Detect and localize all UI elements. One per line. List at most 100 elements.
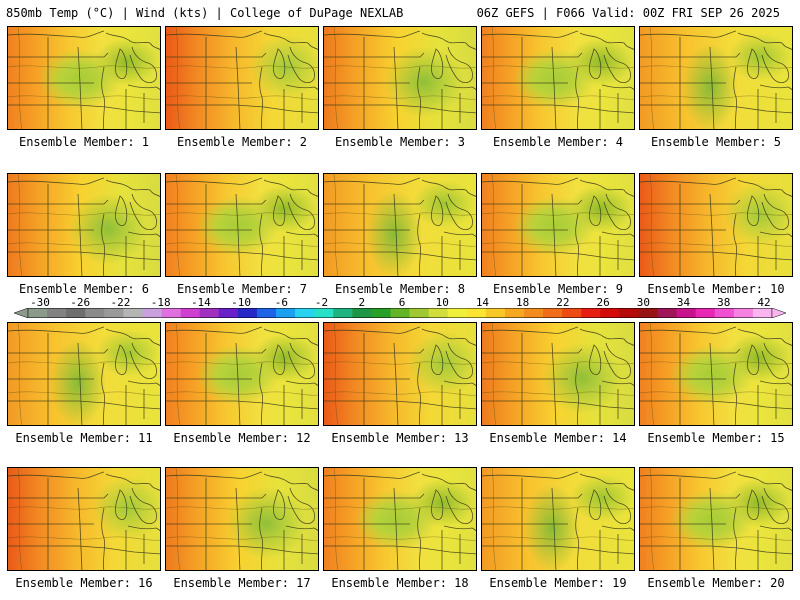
basemap-lines <box>324 174 476 276</box>
ensemble-member-label: Ensemble Member: 14 <box>489 431 627 445</box>
basemap-lines <box>324 468 476 570</box>
colorbar-segment <box>276 308 296 318</box>
colorbar-segment <box>295 308 315 318</box>
colorbar-segment <box>447 308 468 318</box>
colorbar-segment <box>180 308 201 318</box>
ensemble-member-label: Ensemble Member: 1 <box>18 135 150 149</box>
ensemble-member-map <box>165 467 319 571</box>
colorbar-tick-label: 30 <box>636 296 650 309</box>
ensemble-member-map <box>481 322 635 426</box>
colorbar-segment <box>485 308 506 318</box>
ensemble-member-map <box>7 26 161 130</box>
colorbar-tick-label: -30 <box>30 296 50 309</box>
basemap-lines <box>482 174 634 276</box>
colorbar-segment <box>123 308 143 318</box>
basemap-lines <box>640 174 792 276</box>
ensemble-member-label: Ensemble Member: 7 <box>176 282 308 296</box>
ensemble-member-map <box>639 322 793 426</box>
ensemble-member-map <box>7 467 161 571</box>
temperature-colorbar <box>14 308 786 318</box>
colorbar-segment <box>161 308 182 318</box>
colorbar-segment <box>390 308 411 318</box>
colorbar-segment <box>352 308 372 318</box>
run-valid-time: 06Z GEFS | F066 Valid: 00Z FRI SEP 26 20… <box>476 6 780 20</box>
basemap-lines <box>166 323 318 425</box>
ensemble-member-map <box>323 322 477 426</box>
colorbar-segment <box>333 308 353 318</box>
colorbar-tick-label: -14 <box>190 296 211 309</box>
colorbar-tick-label: 2 <box>358 296 366 309</box>
colorbar-segment <box>733 308 754 318</box>
colorbar-segment <box>199 308 220 318</box>
colorbar-segment <box>524 308 544 318</box>
ensemble-member-label: Ensemble Member: 20 <box>647 576 785 590</box>
basemap-lines <box>8 174 160 276</box>
ensemble-member-label: Ensemble Member: 15 <box>647 431 785 445</box>
colorbar-segment <box>47 308 67 318</box>
colorbar-segment <box>676 308 697 318</box>
colorbar-segment <box>714 308 735 318</box>
ensemble-member-label: Ensemble Member: 19 <box>489 576 627 590</box>
basemap-lines <box>8 27 160 129</box>
colorbar-segment <box>409 308 430 318</box>
ensemble-member-map <box>639 173 793 277</box>
ensemble-member-label: Ensemble Member: 5 <box>650 135 782 149</box>
ensemble-member-label: Ensemble Member: 8 <box>334 282 466 296</box>
colorbar-segment <box>752 308 773 318</box>
basemap-lines <box>8 468 160 570</box>
ensemble-member-map <box>639 26 793 130</box>
ensemble-member-label: Ensemble Member: 6 <box>18 282 150 296</box>
colorbar-tick-label: 6 <box>398 296 406 309</box>
colorbar-tick-label: -2 <box>314 296 329 309</box>
ensemble-member-map <box>481 173 635 277</box>
ensemble-member-label: Ensemble Member: 9 <box>492 282 624 296</box>
basemap-lines <box>482 27 634 129</box>
colorbar-segment <box>504 308 525 318</box>
colorbar-tick-label: 26 <box>596 296 610 309</box>
colorbar-tick-label: 10 <box>435 296 449 309</box>
ensemble-member-label: Ensemble Member: 4 <box>492 135 624 149</box>
colorbar-tick-label: -26 <box>70 296 91 309</box>
colorbar-segment <box>581 308 601 318</box>
ensemble-member-label: Ensemble Member: 12 <box>173 431 311 445</box>
colorbar-segment <box>104 308 124 318</box>
basemap-lines <box>166 174 318 276</box>
colorbar-tick-label: 14 <box>475 296 490 309</box>
ensemble-member-label: Ensemble Member: 17 <box>173 576 311 590</box>
colorbar-segment <box>619 308 639 318</box>
colorbar-tick-label: 34 <box>676 296 691 309</box>
ensemble-member-label: Ensemble Member: 3 <box>334 135 466 149</box>
ensemble-member-map <box>323 26 477 130</box>
colorbar-max-extend <box>771 308 786 318</box>
ensemble-member-map <box>7 173 161 277</box>
ensemble-member-map <box>165 322 319 426</box>
colorbar-tick-label: -22 <box>110 296 131 309</box>
ensemble-member-map <box>323 173 477 277</box>
colorbar-segment <box>600 308 620 318</box>
colorbar-segment <box>85 308 105 318</box>
colorbar-tick-label: -10 <box>231 296 252 309</box>
ensemble-member-map <box>7 322 161 426</box>
colorbar-segment <box>256 308 277 318</box>
colorbar-segment <box>466 308 487 318</box>
colorbar-segment <box>28 308 48 318</box>
colorbar-segment <box>543 308 563 318</box>
basemap-lines <box>166 27 318 129</box>
colorbar-segment <box>695 308 716 318</box>
basemap-lines <box>166 468 318 570</box>
basemap-lines <box>482 323 634 425</box>
colorbar-tick-label: 22 <box>556 296 570 309</box>
colorbar-segment <box>371 308 391 318</box>
basemap-lines <box>324 27 476 129</box>
colorbar-tick-label: 18 <box>516 296 530 309</box>
basemap-lines <box>8 323 160 425</box>
basemap-lines <box>640 323 792 425</box>
basemap-lines <box>640 27 792 129</box>
colorbar-segment <box>657 308 678 318</box>
ensemble-member-map <box>165 173 319 277</box>
ensemble-member-map <box>323 467 477 571</box>
map-title: 850mb Temp (°C) | Wind (kts) | College o… <box>6 6 404 20</box>
ensemble-member-label: Ensemble Member: 13 <box>331 431 469 445</box>
ensemble-member-label: Ensemble Member: 11 <box>15 431 153 445</box>
colorbar-segment <box>314 308 334 318</box>
